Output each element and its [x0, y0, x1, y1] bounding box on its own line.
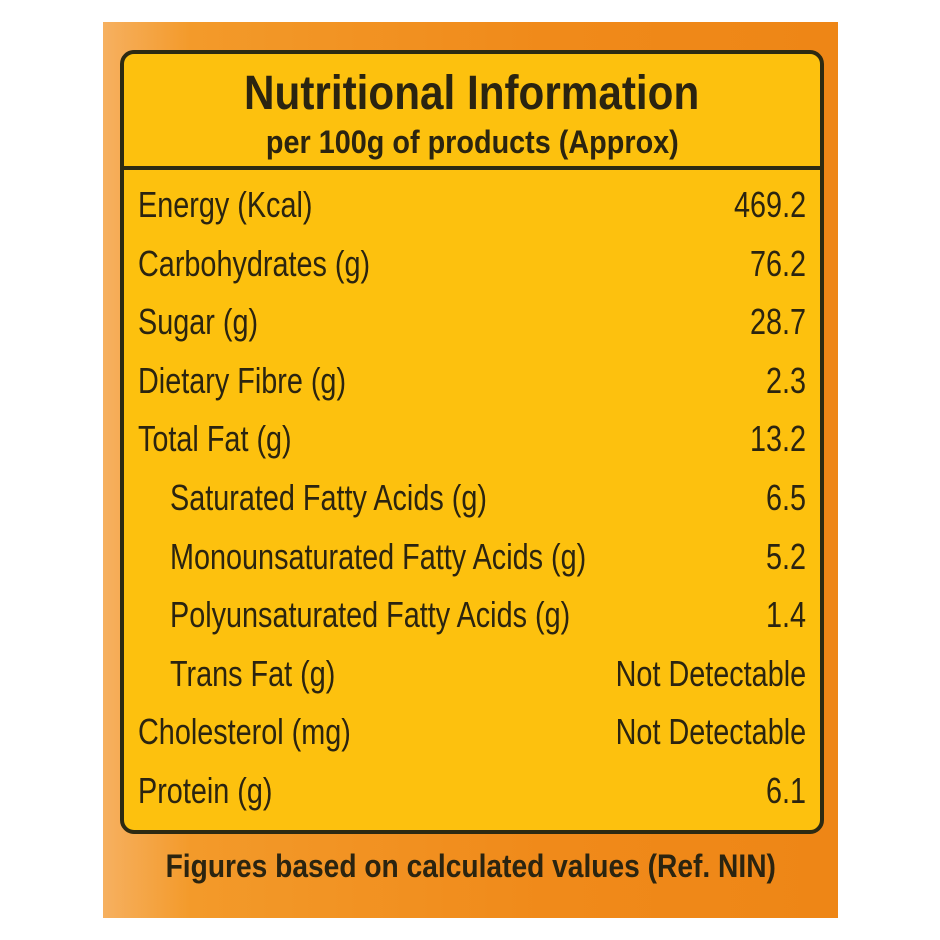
nutrient-label: Dietary Fibre (g) — [138, 359, 347, 401]
row: Dietary Fibre (g) 2.3 — [138, 356, 806, 406]
nutrient-value: 469.2 — [733, 184, 806, 225]
title-wrap: Nutritional Information — [124, 66, 820, 121]
row: Energy (Kcal) 469.2 — [138, 180, 806, 230]
row: Cholesterol (mg) Not Detectable — [138, 707, 806, 757]
row: Trans Fat (g) Not Detectable — [138, 649, 806, 699]
nutrient-label: Energy (Kcal) — [138, 184, 313, 225]
nutrient-label: Total Fat (g) — [138, 418, 292, 460]
nutrient-label: Trans Fat (g) — [170, 652, 336, 694]
footer: Figures based on calculated values (Ref.… — [165, 848, 776, 884]
nutrient-value: 13.2 — [749, 418, 806, 460]
title: Nutritional Information — [244, 67, 700, 120]
row: Carbohydrates (g) 76.2 — [138, 239, 806, 289]
nutrient-value: 2.3 — [765, 359, 806, 401]
nutrient-label: Monounsaturated Fatty Acids (g) — [170, 535, 587, 577]
row: Polyunsaturated Fatty Acids (g) 1.4 — [138, 590, 806, 640]
nutrient-label: Cholesterol (mg) — [138, 711, 351, 753]
footer-wrap: Figures based on calculated values (Ref.… — [103, 848, 838, 885]
nutrient-value: 6.1 — [765, 770, 806, 811]
nutrient-label: Saturated Fatty Acids (g) — [170, 477, 487, 518]
nutrient-value: Not Detectable — [615, 652, 806, 694]
nutrient-value: 1.4 — [765, 594, 806, 636]
row: Saturated Fatty Acids (g) 6.5 — [138, 473, 806, 523]
nutrient-label: Sugar (g) — [138, 301, 259, 343]
divider — [124, 166, 820, 170]
nutrient-value: 6.5 — [765, 477, 806, 518]
nutrient-value: 76.2 — [749, 242, 806, 284]
nutrient-label: Polyunsaturated Fatty Acids (g) — [170, 594, 571, 636]
nutrient-value: 28.7 — [749, 301, 806, 343]
row: Total Fat (g) 13.2 — [138, 414, 806, 464]
nutrient-label: Protein (g) — [138, 770, 273, 811]
row: Protein (g) 6.1 — [138, 766, 806, 816]
subtitle: per 100g of products (Approx) — [265, 124, 679, 160]
nutrient-value: Not Detectable — [615, 711, 806, 753]
row: Sugar (g) 28.7 — [138, 297, 806, 347]
nutrition-table: Nutritional Information per 100g of prod… — [120, 50, 824, 834]
subtitle-wrap: per 100g of products (Approx) — [124, 124, 820, 161]
nutrient-label: Carbohydrates (g) — [138, 242, 371, 284]
nutrient-value: 5.2 — [765, 535, 806, 577]
row: Monounsaturated Fatty Acids (g) 5.2 — [138, 532, 806, 582]
